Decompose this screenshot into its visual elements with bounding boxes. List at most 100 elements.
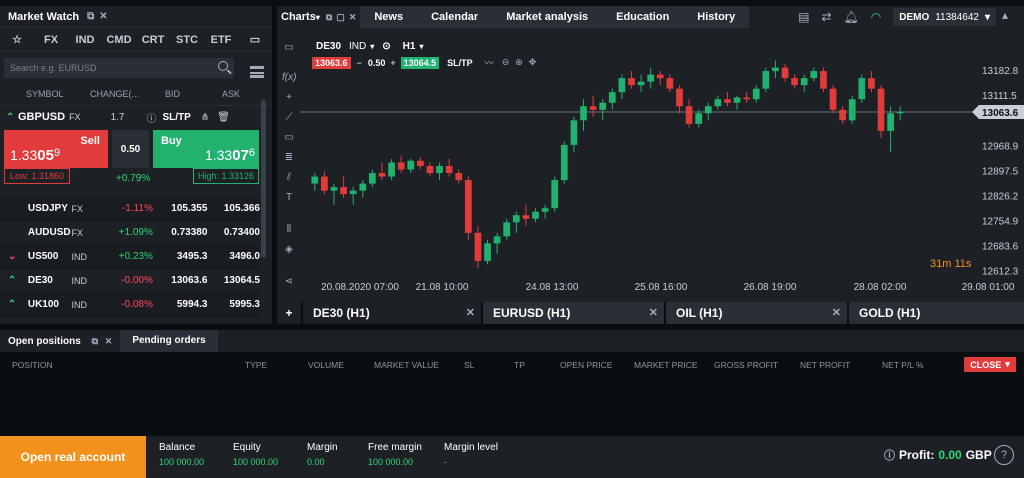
chart-volume[interactable]: 0.50 <box>367 57 386 68</box>
bell-icon[interactable]: 🔔︎ <box>843 10 859 24</box>
info-icon[interactable]: ⓘ <box>146 113 157 125</box>
table-row[interactable]: AUDUSD FX +1.09% 0.73380 0.73400 <box>0 221 260 245</box>
plus-icon[interactable]: + <box>390 57 396 68</box>
transfer-icon[interactable]: ⇄ <box>821 10 832 24</box>
search-input[interactable]: Search e.g. EURUSD <box>4 58 234 78</box>
col-bid[interactable]: BID <box>165 88 181 99</box>
col-tp[interactable]: TP <box>514 360 525 370</box>
inbox-icon[interactable]: ▭ <box>249 34 261 46</box>
popout-icon[interactable]: ⧉ <box>87 11 95 22</box>
grid-view-icon[interactable] <box>250 66 264 78</box>
zoom-out-icon[interactable]: ⊖ <box>501 57 510 67</box>
info-icon[interactable]: ⓘ <box>884 450 895 462</box>
col-ask[interactable]: ASK <box>222 88 241 99</box>
rectangle-icon[interactable]: ▭ <box>284 132 294 143</box>
layout-icon[interactable]: ▤ <box>798 10 810 24</box>
tab-cmd[interactable]: CMD <box>106 33 132 46</box>
col-market-price[interactable]: MARKET PRICE <box>634 360 698 370</box>
popout-icon[interactable]: ⧉ <box>91 336 98 346</box>
share-icon[interactable]: ⋖ <box>284 276 294 287</box>
caret-down-icon[interactable]: ▾ <box>370 42 375 51</box>
col-net-profit[interactable]: NET PROFIT <box>800 360 851 370</box>
lot-size-input[interactable]: 0.50 <box>112 130 149 168</box>
table-row[interactable]: ⌃ DE30 IND -0.00% 13063.6 13064.5 <box>0 269 260 293</box>
close-icon[interactable]: ✕ <box>104 336 113 346</box>
layers-icon[interactable]: ◈ <box>285 244 293 255</box>
sltp-button[interactable]: SL/TP <box>162 111 191 123</box>
text-icon[interactable]: T <box>285 192 293 203</box>
tab-calendar[interactable]: Calendar <box>417 6 493 28</box>
function-icon[interactable]: f(x) <box>282 72 297 83</box>
col-sl[interactable]: SL <box>464 360 475 370</box>
trendline-icon[interactable]: ⟋ <box>285 112 293 123</box>
search-icon[interactable] <box>218 61 228 71</box>
tab-crt[interactable]: CRT <box>141 33 165 46</box>
close-icon[interactable]: ✕ <box>465 307 475 319</box>
move-icon[interactable]: ✥ <box>528 57 537 67</box>
close-all-button[interactable]: CLOSE ▾ <box>964 357 1016 372</box>
maximize-icon[interactable]: ▢ <box>336 12 345 22</box>
magnet-icon[interactable]: ⫴ <box>286 224 292 235</box>
market-watch-scrollbar[interactable] <box>261 100 266 258</box>
zoom-in-icon[interactable]: ⊕ <box>515 57 523 67</box>
close-icon[interactable]: ✕ <box>831 307 841 319</box>
candlestick-chart[interactable]: 13182.8 13111.5 12968.9 12897.5 12826.2 12754… <box>300 30 1024 300</box>
chart-tab-de30[interactable]: DE30 (H1) ✕ <box>303 302 483 324</box>
col-net-pl-percent[interactable]: NET P/L % <box>882 360 924 370</box>
minus-icon[interactable]: − <box>356 57 362 68</box>
chart-symbol[interactable]: DE30 <box>316 41 342 52</box>
col-open-price[interactable]: OPEN PRICE <box>560 360 613 370</box>
tab-pending-orders[interactable]: Pending orders <box>120 330 218 352</box>
chart-tab-oil[interactable]: OIL (H1) ✕ <box>666 302 849 324</box>
tab-ind[interactable]: IND <box>75 33 95 46</box>
sell-button[interactable]: Sell 1.33059 <box>4 130 108 168</box>
col-volume[interactable]: VOLUME <box>308 360 344 370</box>
tab-news[interactable]: News <box>360 6 418 28</box>
close-icon[interactable]: ✕ <box>348 12 357 22</box>
timeframe-selector[interactable]: H1 <box>402 41 416 52</box>
buy-button[interactable]: Buy 1.33076 <box>153 130 259 168</box>
row-arrow-icon[interactable]: ⌃ <box>8 275 17 286</box>
close-icon[interactable]: ✕ <box>99 11 108 22</box>
channel-icon[interactable]: ⫽ <box>286 172 292 183</box>
crosshair-icon[interactable]: + <box>286 92 292 103</box>
tab-open-positions[interactable]: Open positions ⧉ ✕ <box>0 330 121 352</box>
popout-icon[interactable]: ⧉ <box>325 12 333 22</box>
scroll-up-icon[interactable]: ▴ <box>1002 8 1009 22</box>
tab-fx[interactable]: FX <box>43 33 59 46</box>
table-row[interactable]: ⌄ US500 IND +0.23% 3495.3 3496.0 <box>0 245 260 269</box>
expand-up-icon[interactable]: ⌃ <box>6 111 15 123</box>
fibonacci-icon[interactable]: ≣ <box>284 152 294 163</box>
chart-tab-gold[interactable]: GOLD (H1) <box>849 302 1024 324</box>
clock-icon[interactable]: ⊙ <box>382 41 391 52</box>
table-row[interactable]: ⌃ UK100 IND -0.08% 5994.3 5995.3 <box>0 293 260 317</box>
line-chart-icon[interactable]: 〰 <box>484 58 494 68</box>
col-symbol[interactable]: SYMBOL <box>26 88 64 99</box>
chart-buy-price[interactable]: 13064.5 <box>400 56 440 69</box>
close-icon[interactable]: ✕ <box>648 307 658 319</box>
table-row[interactable]: USDJPY FX -1.11% 105.355 105.366 <box>0 197 260 221</box>
tab-market-analysis[interactable]: Market analysis <box>492 6 603 28</box>
chart-icon[interactable]: ⋔ <box>200 111 210 123</box>
tab-charts[interactable]: Charts▾ ⧉ ▢ ✕ <box>277 6 361 28</box>
caret-down-icon[interactable]: ▾ <box>419 42 424 51</box>
trash-icon[interactable]: 🗑 <box>217 111 230 123</box>
col-type[interactable]: TYPE <box>245 360 268 370</box>
row-arrow-icon[interactable]: ⌃ <box>8 299 17 310</box>
col-market-value[interactable]: MARKET VALUE <box>374 360 439 370</box>
tab-favorites[interactable]: ☆ <box>12 34 22 46</box>
tab-education[interactable]: Education <box>602 6 684 28</box>
chart-sltp-button[interactable]: SL/TP <box>447 57 473 68</box>
add-chart-icon[interactable]: + <box>277 302 303 324</box>
chart-sell-price[interactable]: 13063.6 <box>312 56 351 69</box>
col-gross-profit[interactable]: GROSS PROFIT <box>714 360 779 370</box>
account-selector[interactable]: DEMO 11384642 ▾ <box>893 8 996 26</box>
tab-etf[interactable]: ETF <box>210 33 232 46</box>
row-arrow-icon[interactable]: ⌄ <box>8 251 17 262</box>
chart-tab-eurusd[interactable]: EURUSD (H1) ✕ <box>483 302 666 324</box>
sidebar-toggle-icon[interactable]: ▭ <box>284 42 294 53</box>
tab-stc[interactable]: STC <box>176 33 198 46</box>
help-icon[interactable]: ? <box>994 445 1014 465</box>
selected-symbol-row[interactable]: ⌃ GBPUSD FX 1.7 ⓘ SL/TP ⋔ 🗑 <box>0 106 272 128</box>
open-real-account-button[interactable]: Open real account <box>0 436 146 478</box>
